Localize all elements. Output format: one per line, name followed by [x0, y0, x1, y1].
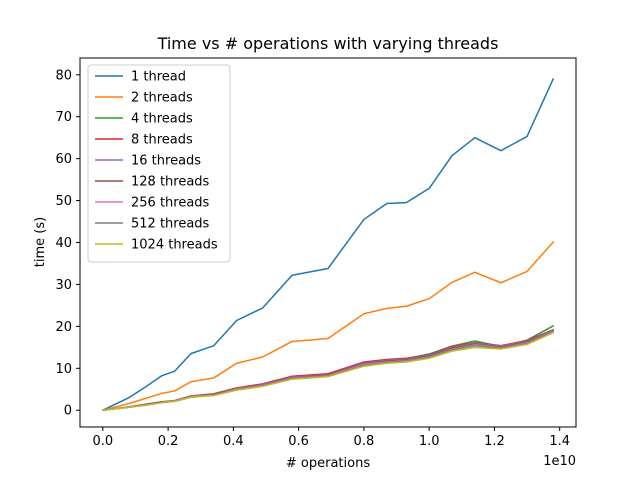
- x-tick-label: 1.0: [419, 434, 440, 449]
- legend-label: 1 thread: [131, 70, 186, 85]
- legend-label: 16 threads: [131, 154, 201, 169]
- x-axis-label: # operations: [286, 456, 370, 471]
- series-line-1: [101, 241, 555, 412]
- y-tick-label: 40: [55, 236, 72, 251]
- legend-label: 512 threads: [131, 217, 210, 232]
- series-line-3: [102, 328, 555, 412]
- legend-label: 128 threads: [131, 175, 210, 190]
- x-tick-label: 0.8: [354, 434, 375, 449]
- series-line-0: [101, 77, 555, 412]
- y-tick-label: 60: [55, 152, 72, 167]
- legend-label: 256 threads: [131, 196, 210, 211]
- x-tick-label: 1.2: [484, 434, 505, 449]
- plot-area: [101, 77, 555, 412]
- legend-label: 4 threads: [131, 112, 193, 127]
- legend-label: 8 threads: [131, 133, 193, 148]
- y-axis-label: time (s): [33, 217, 48, 267]
- legend-label: 2 threads: [131, 91, 193, 106]
- legend-label: 1024 threads: [131, 238, 218, 253]
- y-tick-label: 20: [55, 320, 72, 335]
- x-tick-label: 0.2: [158, 434, 179, 449]
- x-axis-offset-text: 1e10: [543, 454, 576, 469]
- y-tick-label: 30: [55, 278, 72, 293]
- y-axis: 0 10 20 30 40 50 60 70 80: [55, 68, 80, 419]
- x-tick-label: 0.6: [288, 434, 309, 449]
- y-tick-label: 80: [55, 68, 72, 83]
- y-tick-label: 50: [55, 194, 72, 209]
- x-tick-label: 1.4: [549, 434, 570, 449]
- legend: 1 thread 2 threads 4 threads 8 threads 16 th…: [87, 64, 231, 263]
- series-line-4: [102, 329, 555, 412]
- x-tick-label: 0.4: [223, 434, 244, 449]
- y-tick-label: 10: [55, 362, 72, 377]
- series-line-8: [102, 331, 555, 412]
- legend-box: [87, 64, 231, 263]
- y-tick-label: 0: [64, 404, 72, 419]
- y-tick-label: 70: [55, 110, 72, 125]
- chart-title: Time vs # operations with varying thread…: [157, 34, 499, 53]
- x-tick-label: 0.0: [92, 434, 113, 449]
- x-axis: 0.0 0.2 0.4 0.6 0.8 1.0 1.2 1.4: [92, 427, 570, 449]
